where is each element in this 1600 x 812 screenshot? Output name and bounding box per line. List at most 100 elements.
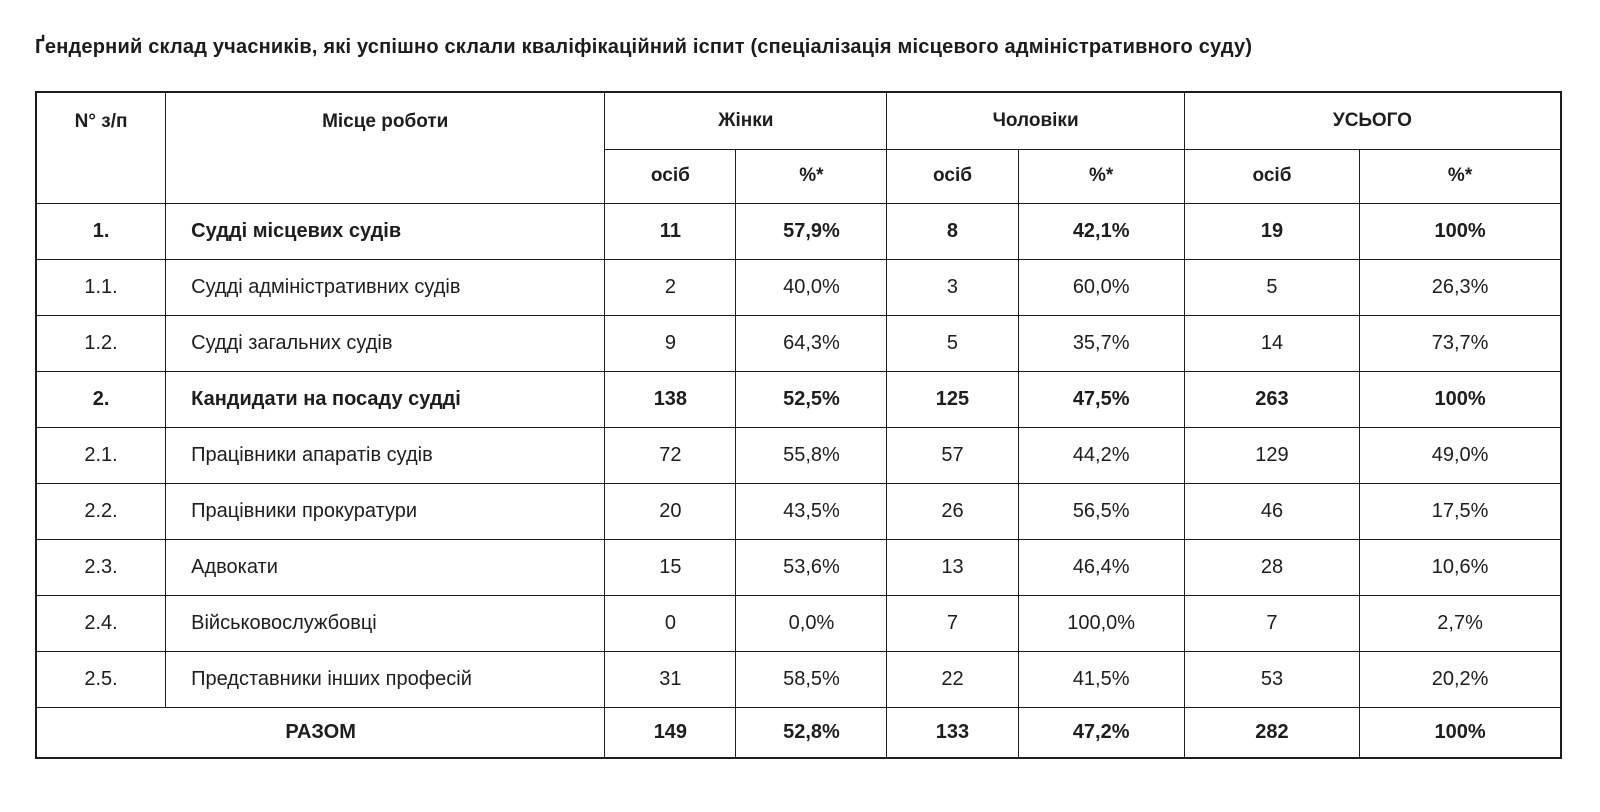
header-total-persons: осіб (1183, 148, 1361, 204)
cell-total-percent: 100% (1359, 370, 1562, 428)
cell-men-count: 133 (886, 706, 1019, 759)
gender-composition-table: N° з/п Місце роботи Жінки Чоловіки УСЬОГ… (35, 91, 1562, 759)
table-row: 1.2. Судді загальних судів 9 64,3% 5 35,… (35, 314, 1562, 372)
cell-women-percent: 55,8% (735, 426, 888, 484)
cell-total-count: 7 (1183, 594, 1361, 652)
header-women: Жінки (604, 91, 888, 150)
cell-total-count: 129 (1183, 426, 1361, 484)
table-row: 1. Судді місцевих судів 11 57,9% 8 42,1%… (35, 202, 1562, 260)
cell-women-count: 31 (604, 650, 737, 708)
cell-number: 2.4. (35, 594, 167, 652)
header-number: N° з/п (35, 91, 167, 204)
cell-workplace: Представники інших професій (165, 650, 606, 708)
cell-workplace: Працівники прокуратури (165, 482, 606, 540)
cell-men-percent: 44,2% (1017, 426, 1185, 484)
cell-number: 2. (35, 370, 167, 428)
cell-men-count: 125 (886, 370, 1019, 428)
cell-workplace: Судді загальних судів (165, 314, 606, 372)
cell-total-count: 28 (1183, 538, 1361, 596)
table-row: 1.1. Судді адміністративних судів 2 40,0… (35, 258, 1562, 316)
header-total-percent: %* (1359, 148, 1562, 204)
cell-workplace: Судді місцевих судів (165, 202, 606, 260)
cell-number: 1.2. (35, 314, 167, 372)
cell-men-percent: 60,0% (1017, 258, 1185, 316)
cell-men-count: 22 (886, 650, 1019, 708)
cell-women-percent: 52,5% (735, 370, 888, 428)
cell-women-count: 20 (604, 482, 737, 540)
cell-total-percent: 17,5% (1359, 482, 1562, 540)
cell-women-count: 72 (604, 426, 737, 484)
cell-men-percent: 100,0% (1017, 594, 1185, 652)
table-row: 2.2. Працівники прокуратури 20 43,5% 26 … (35, 482, 1562, 540)
page: Ґендерний склад учасників, які успішно с… (35, 36, 1562, 759)
cell-total-percent: 73,7% (1359, 314, 1562, 372)
header-women-persons: осіб (604, 148, 737, 204)
cell-workplace: Адвокати (165, 538, 606, 596)
table-row: 2. Кандидати на посаду судді 138 52,5% 1… (35, 370, 1562, 428)
cell-total-percent: 2,7% (1359, 594, 1562, 652)
cell-total-count: 14 (1183, 314, 1361, 372)
cell-men-percent: 46,4% (1017, 538, 1185, 596)
cell-women-count: 149 (604, 706, 737, 759)
cell-total-percent: 100% (1359, 706, 1562, 759)
cell-total-percent: 49,0% (1359, 426, 1562, 484)
cell-workplace: Військовослужбовці (165, 594, 606, 652)
header-women-percent: %* (735, 148, 888, 204)
cell-men-percent: 47,5% (1017, 370, 1185, 428)
cell-total-count: 19 (1183, 202, 1361, 260)
cell-women-count: 0 (604, 594, 737, 652)
table-row: 2.4. Військовослужбовці 0 0,0% 7 100,0% … (35, 594, 1562, 652)
cell-women-percent: 58,5% (735, 650, 888, 708)
cell-number: 2.3. (35, 538, 167, 596)
cell-women-percent: 43,5% (735, 482, 888, 540)
header-sub-row: осіб %* осіб %* осіб %* (36, 148, 1562, 204)
cell-men-percent: 41,5% (1017, 650, 1185, 708)
cell-total-count: 282 (1183, 706, 1361, 759)
cell-women-count: 9 (604, 314, 737, 372)
cell-women-count: 11 (604, 202, 737, 260)
table-row: 2.3. Адвокати 15 53,6% 13 46,4% 28 10,6% (35, 538, 1562, 596)
cell-men-count: 8 (886, 202, 1019, 260)
cell-number: 1. (35, 202, 167, 260)
cell-total-count: 53 (1183, 650, 1361, 708)
table-row: 2.1. Працівники апаратів судів 72 55,8% … (35, 426, 1562, 484)
table-row: 2.5. Представники інших професій 31 58,5… (35, 650, 1562, 708)
cell-total-count: 263 (1183, 370, 1361, 428)
header-men-percent: %* (1017, 148, 1185, 204)
cell-women-count: 138 (604, 370, 737, 428)
cell-number: 1.1. (35, 258, 167, 316)
cell-women-percent: 53,6% (735, 538, 888, 596)
table-body: 1. Судді місцевих судів 11 57,9% 8 42,1%… (35, 202, 1562, 759)
header-men-persons: осіб (886, 148, 1019, 204)
cell-women-percent: 0,0% (735, 594, 888, 652)
cell-women-count: 2 (604, 258, 737, 316)
header-men: Чоловіки (886, 91, 1185, 150)
cell-number: 2.1. (35, 426, 167, 484)
cell-total-label: РАЗОМ (35, 706, 606, 759)
cell-total-count: 46 (1183, 482, 1361, 540)
cell-total-percent: 10,6% (1359, 538, 1562, 596)
cell-women-percent: 57,9% (735, 202, 888, 260)
cell-men-percent: 42,1% (1017, 202, 1185, 260)
document-title: Ґендерний склад учасників, які успішно с… (35, 36, 1253, 58)
cell-number: 2.5. (35, 650, 167, 708)
cell-workplace: Працівники апаратів судів (165, 426, 606, 484)
header-total: УСЬОГО (1183, 91, 1562, 150)
cell-men-percent: 47,2% (1017, 706, 1185, 759)
cell-number: 2.2. (35, 482, 167, 540)
cell-women-count: 15 (604, 538, 737, 596)
cell-women-percent: 52,8% (735, 706, 888, 759)
cell-men-count: 7 (886, 594, 1019, 652)
cell-women-percent: 64,3% (735, 314, 888, 372)
cell-total-percent: 100% (1359, 202, 1562, 260)
cell-men-count: 5 (886, 314, 1019, 372)
cell-total-percent: 20,2% (1359, 650, 1562, 708)
header-group-row: N° з/п Місце роботи Жінки Чоловіки УСЬОГ… (35, 91, 1562, 204)
cell-men-count: 3 (886, 258, 1019, 316)
cell-men-percent: 56,5% (1017, 482, 1185, 540)
cell-men-count: 26 (886, 482, 1019, 540)
cell-men-percent: 35,7% (1017, 314, 1185, 372)
cell-workplace: Судді адміністративних судів (165, 258, 606, 316)
cell-men-count: 13 (886, 538, 1019, 596)
header-workplace: Місце роботи (165, 91, 606, 204)
